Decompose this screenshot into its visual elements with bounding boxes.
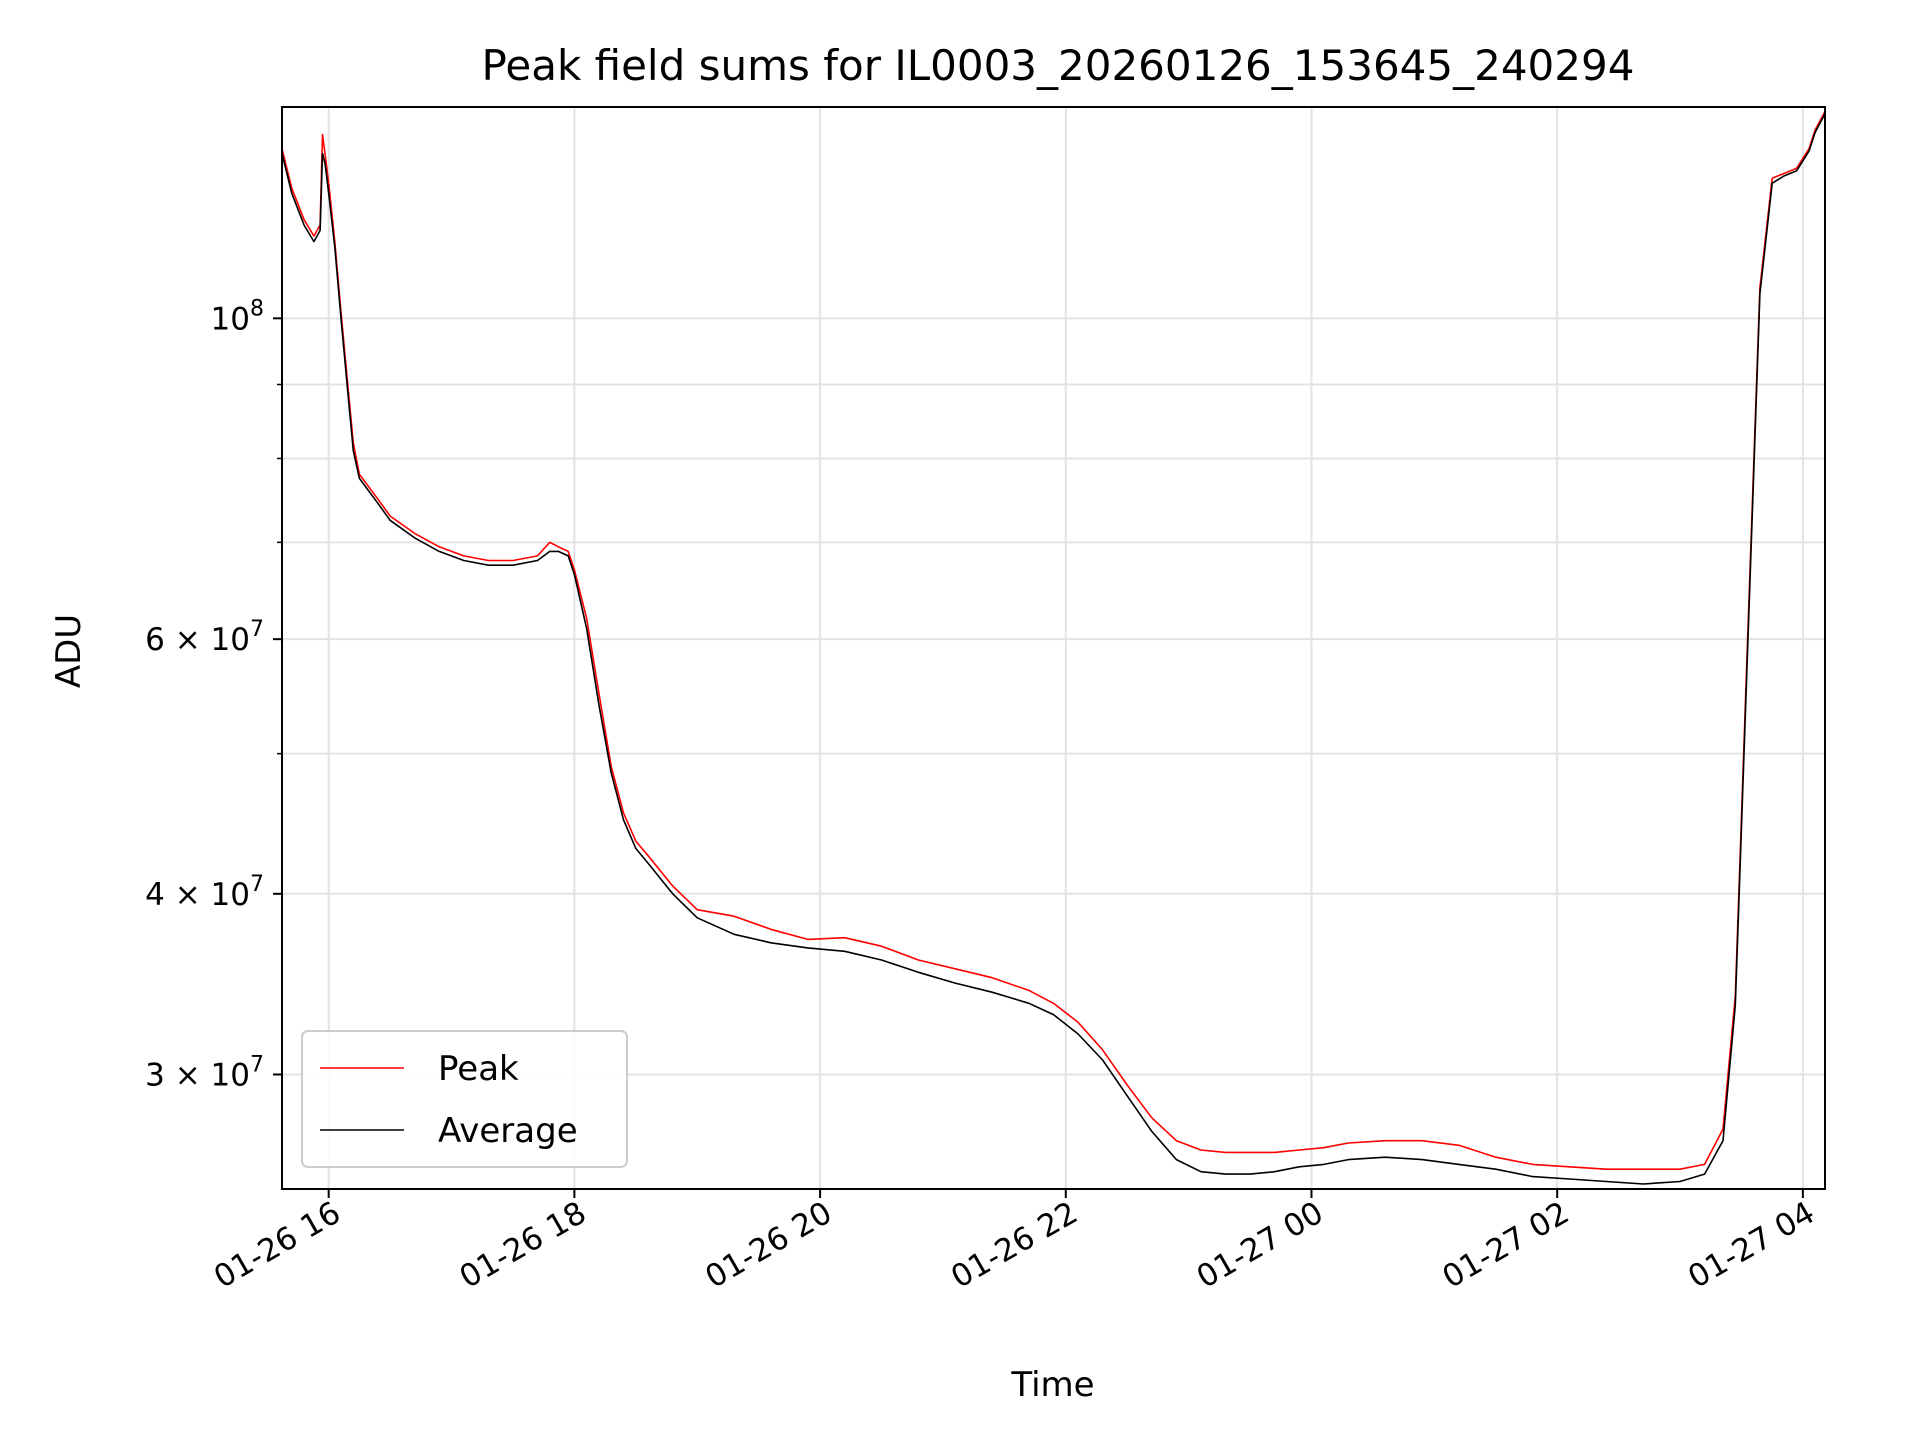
legend-peak-label: Peak: [438, 1049, 519, 1089]
y-tick-label: 108: [211, 296, 264, 337]
y-tick-label: 4 × 107: [145, 872, 264, 913]
legend-average-label: Average: [438, 1111, 578, 1151]
legend: Peak Average: [301, 1030, 628, 1168]
grid-layer: [282, 107, 1825, 1189]
plot-frame: [281, 106, 1826, 1190]
x-axis-label: Time: [1010, 1365, 1094, 1405]
y-tick-label: 3 × 107: [145, 1052, 264, 1093]
chart-title: Peak field sums for IL0003_20260126_1536…: [482, 41, 1635, 90]
series-layer: [281, 111, 1826, 1185]
legend-box: [301, 1030, 628, 1168]
y-axis-label: ADU: [49, 614, 89, 688]
series-line-average: [281, 113, 1826, 1185]
series-line-peak: [281, 111, 1826, 1170]
plot-area: [282, 107, 1825, 1189]
y-tick-label: 6 × 107: [145, 617, 264, 658]
